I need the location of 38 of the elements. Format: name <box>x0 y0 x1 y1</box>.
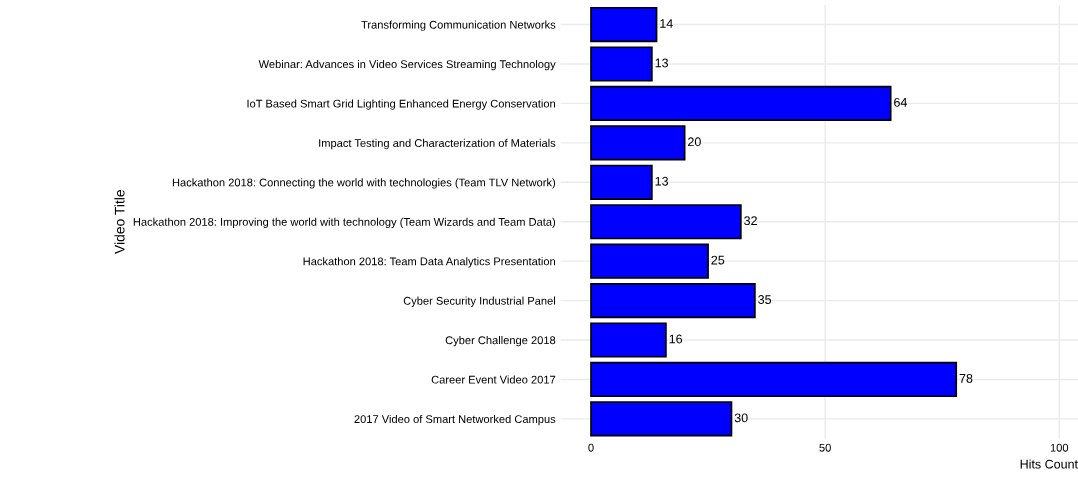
y-tick-label: Hackathon 2018: Improving the world with technology (Team Wizards and Team Data) <box>133 217 556 229</box>
y-tick-label: 2017 Video of Smart Networked Campus <box>354 414 556 426</box>
bar <box>590 322 667 358</box>
data-label: 30 <box>734 413 748 423</box>
bar <box>590 164 653 200</box>
data-label: 64 <box>894 97 908 107</box>
y-tick-label: Cyber Security Industrial Panel <box>403 296 555 307</box>
y-tick-label: IoT Based Smart Grid Lighting Enhanced Energy Conservation <box>247 99 555 110</box>
bar <box>590 282 756 319</box>
y-axis-title: Video Title <box>114 190 125 254</box>
y-tick-label: Webinar: Advances in Video Services Streaming Technology <box>258 59 556 71</box>
bar <box>590 361 958 398</box>
x-tick-label: 100 <box>1050 443 1069 452</box>
bar <box>590 125 686 161</box>
y-tick-label: Cyber Challenge 2018 <box>445 336 556 347</box>
bar <box>590 401 733 437</box>
y-tick-label: Hackathon 2018: Team Data Analytics Presentation <box>303 257 555 268</box>
y-tick-label: Hackathon 2018: Connecting the world with technologies (Team TLV Network) <box>172 178 556 189</box>
data-label: 25 <box>711 255 725 265</box>
y-tick-label: Career Event Video 2017 <box>431 375 556 384</box>
data-label: 35 <box>758 295 772 304</box>
data-label: 16 <box>669 334 683 344</box>
x-tick-label: 50 <box>819 443 831 452</box>
data-label: 13 <box>655 176 668 186</box>
x-tick-label: 0 <box>588 443 594 452</box>
data-label: 32 <box>744 216 757 226</box>
bar <box>590 243 709 279</box>
data-label: 14 <box>660 19 673 28</box>
data-label: 13 <box>655 58 668 68</box>
data-label: 20 <box>688 137 701 147</box>
y-tick-label: Transforming Communication Networks <box>361 20 556 31</box>
x-axis-title: Hits Count <box>1020 459 1078 469</box>
bar <box>590 204 742 240</box>
data-label: 78 <box>959 373 973 383</box>
bar <box>590 46 653 82</box>
bar <box>590 6 658 43</box>
y-tick-label: Impact Testing and Characterization of Materials <box>319 138 556 150</box>
bar <box>590 85 892 122</box>
